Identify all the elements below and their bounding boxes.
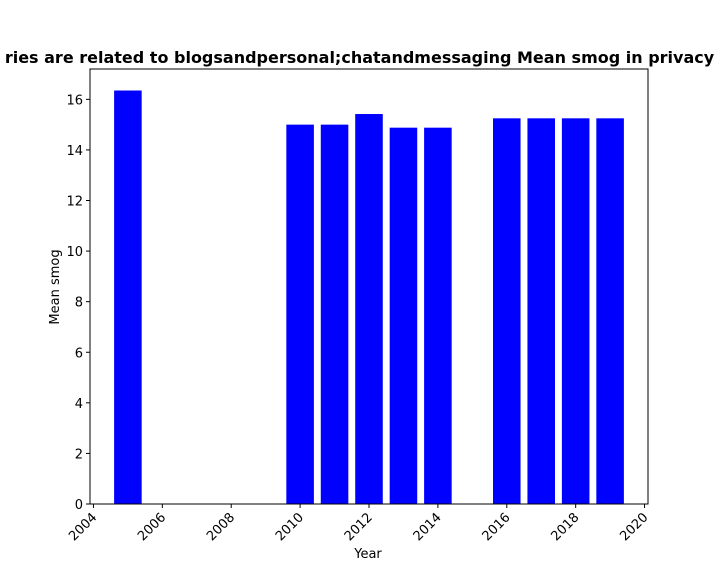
y-tick-label: 10 <box>66 245 83 260</box>
y-tick-label: 0 <box>75 498 83 513</box>
x-tick-label: 2018 <box>548 510 582 544</box>
bar-2010 <box>286 124 314 505</box>
y-axis: 0 2 4 6 8 10 12 14 16 <box>66 93 90 513</box>
y-tick-label: 2 <box>75 447 83 462</box>
x-axis: 2004 2006 2008 2010 2012 2014 2016 2018 2020 <box>66 504 651 544</box>
x-tick-label: 2008 <box>204 510 238 544</box>
x-tick-label: 2006 <box>135 510 169 544</box>
x-tick-label: 2012 <box>342 510 376 544</box>
bar-2013 <box>389 127 418 505</box>
y-tick-label: 12 <box>66 195 83 210</box>
bar-2014 <box>424 127 452 505</box>
y-tick-label: 8 <box>75 296 83 311</box>
bar-2017 <box>527 118 555 504</box>
bar-2016 <box>493 118 521 504</box>
y-tick-label: 14 <box>66 144 83 159</box>
chart-title: ries are related to blogsandpersonal;cha… <box>5 48 720 67</box>
x-tick-label: 2020 <box>617 510 651 544</box>
x-tick-label: 2010 <box>273 510 307 544</box>
y-tick-label: 6 <box>75 346 83 361</box>
y-axis-label: Mean smog <box>48 249 63 324</box>
bar-2019 <box>596 118 624 504</box>
bar-2005 <box>114 90 142 504</box>
bar-2012 <box>355 114 383 504</box>
y-tick-label: 16 <box>66 93 83 108</box>
bar-2011 <box>320 124 349 505</box>
x-tick-label: 2004 <box>66 510 100 544</box>
y-tick-label: 4 <box>75 397 83 412</box>
x-tick-label: 2016 <box>480 510 514 544</box>
x-tick-label: 2014 <box>411 510 445 544</box>
x-axis-label: Year <box>353 547 382 562</box>
bars-group <box>114 90 624 505</box>
bar-2018 <box>561 118 590 504</box>
